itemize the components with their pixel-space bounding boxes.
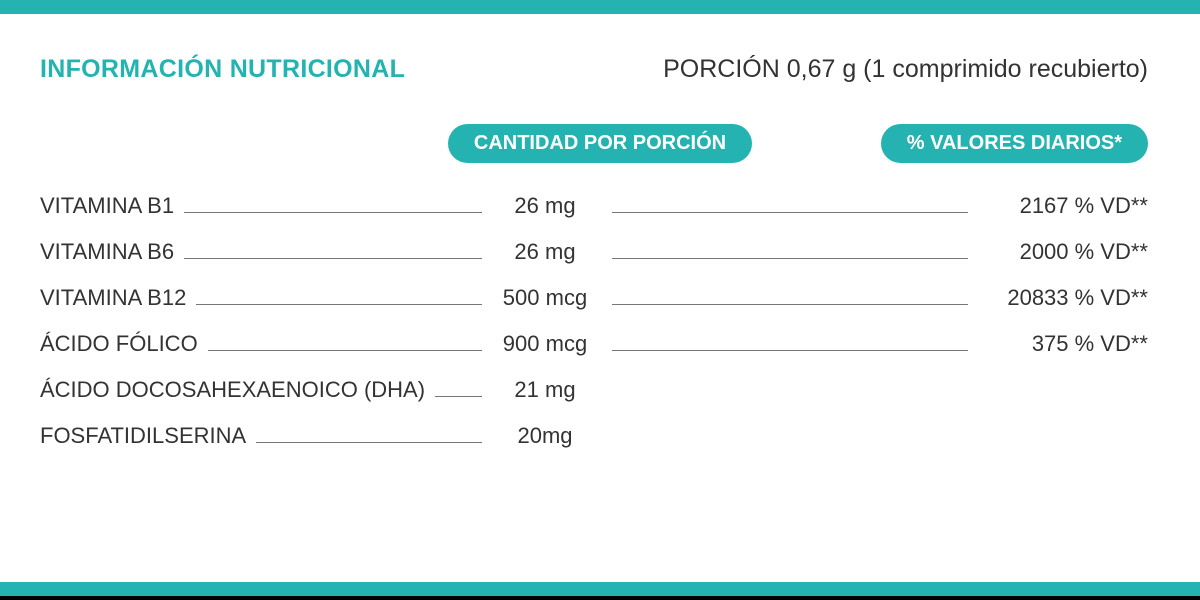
nutrient-amount: 26 mg bbox=[490, 193, 600, 219]
nutrition-panel: INFORMACIÓN NUTRICIONAL PORCIÓN 0,67 g (… bbox=[40, 55, 1160, 469]
nutrient-dv: 2167 % VD** bbox=[980, 193, 1160, 219]
table-row: VITAMINA B1 26 mg 2167 % VD** bbox=[40, 193, 1160, 239]
header-row: INFORMACIÓN NUTRICIONAL PORCIÓN 0,67 g (… bbox=[40, 55, 1160, 84]
header-spacer bbox=[40, 124, 430, 163]
portion-text: PORCIÓN 0,67 g (1 comprimido recubierto) bbox=[663, 55, 1160, 84]
table-row: ÁCIDO FÓLICO 900 mcg 375 % VD** bbox=[40, 331, 1160, 377]
nutrient-name: ÁCIDO DOCOSAHEXAENOICO (DHA) bbox=[40, 377, 425, 403]
leader-line bbox=[435, 396, 482, 397]
nutrient-dv: 375 % VD** bbox=[980, 331, 1160, 357]
dv-header-wrap: % VALORES DIARIOS* bbox=[770, 124, 1160, 163]
leader-line bbox=[184, 258, 482, 259]
nutrient-amount: 500 mcg bbox=[490, 285, 600, 311]
nutrient-name: VITAMINA B1 bbox=[40, 193, 174, 219]
leader-line bbox=[256, 442, 482, 443]
top-accent-bar bbox=[0, 0, 1200, 14]
leader-line bbox=[184, 212, 482, 213]
nutrient-amount: 21 mg bbox=[490, 377, 600, 403]
panel-title: INFORMACIÓN NUTRICIONAL bbox=[40, 55, 405, 84]
nutrient-name: ÁCIDO FÓLICO bbox=[40, 331, 198, 357]
amount-header-pill: CANTIDAD POR PORCIÓN bbox=[448, 124, 752, 163]
table-row: VITAMINA B6 26 mg 2000 % VD** bbox=[40, 239, 1160, 285]
leader-line bbox=[196, 304, 482, 305]
nutrient-name: FOSFATIDILSERINA bbox=[40, 423, 246, 449]
bottom-accent-bar bbox=[0, 582, 1200, 596]
leader-line bbox=[208, 350, 482, 351]
nutrient-name: VITAMINA B6 bbox=[40, 239, 174, 265]
nutrient-amount: 20mg bbox=[490, 423, 600, 449]
amount-header-wrap: CANTIDAD POR PORCIÓN bbox=[430, 124, 770, 163]
table-row: ÁCIDO DOCOSAHEXAENOICO (DHA) 21 mg bbox=[40, 377, 1160, 423]
leader-line bbox=[612, 258, 968, 259]
leader-line bbox=[612, 350, 968, 351]
column-headers: CANTIDAD POR PORCIÓN % VALORES DIARIOS* bbox=[40, 124, 1160, 163]
table-row: FOSFATIDILSERINA 20mg bbox=[40, 423, 1160, 469]
nutrient-amount: 900 mcg bbox=[490, 331, 600, 357]
bottom-black-bar bbox=[0, 596, 1200, 600]
nutrient-dv: 2000 % VD** bbox=[980, 239, 1160, 265]
nutrient-amount: 26 mg bbox=[490, 239, 600, 265]
nutrition-table: VITAMINA B1 26 mg 2167 % VD** VITAMINA B… bbox=[40, 193, 1160, 469]
dv-header-pill: % VALORES DIARIOS* bbox=[881, 124, 1148, 163]
nutrient-dv: 20833 % VD** bbox=[980, 285, 1160, 311]
nutrient-name: VITAMINA B12 bbox=[40, 285, 186, 311]
leader-line bbox=[612, 212, 968, 213]
table-row: VITAMINA B12 500 mcg 20833 % VD** bbox=[40, 285, 1160, 331]
leader-line bbox=[612, 304, 968, 305]
